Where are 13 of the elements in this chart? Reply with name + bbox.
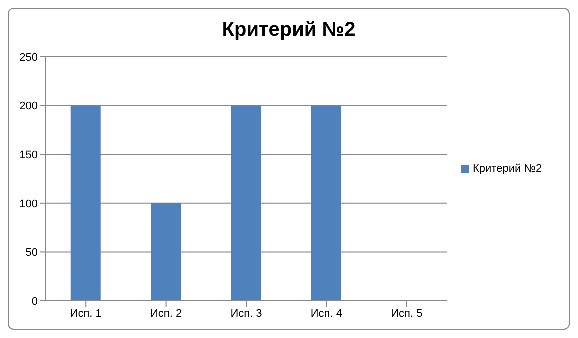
y-tick-label: 50 bbox=[26, 247, 38, 260]
x-tick-label: Исп. 1 bbox=[70, 308, 102, 320]
x-tick-label: Исп. 2 bbox=[150, 308, 182, 320]
y-tick-label: 100 bbox=[20, 198, 38, 210]
legend-label: Критерий №2 bbox=[473, 163, 542, 175]
x-tick-label: Исп. 3 bbox=[230, 308, 262, 320]
x-tick-label: Исп. 4 bbox=[310, 308, 342, 320]
y-tick-label: 0 bbox=[32, 296, 38, 308]
y-tick-label: 200 bbox=[20, 100, 38, 113]
x-tick-label: Исп. 5 bbox=[391, 308, 423, 320]
y-tick-label: 150 bbox=[20, 150, 38, 162]
chart-title: Критерий №2 bbox=[221, 19, 357, 42]
y-tick-label: 250 bbox=[20, 52, 38, 64]
